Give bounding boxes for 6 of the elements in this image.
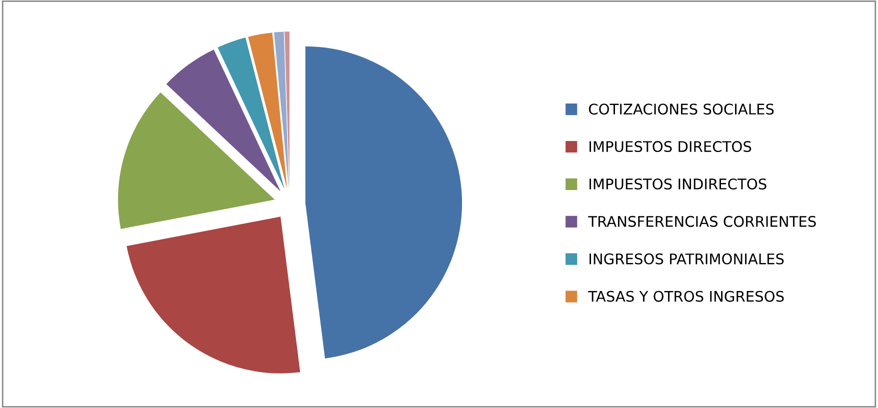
legend-label: INGRESOS PATRIMONIALES [590,253,784,264]
legend-label: TASAS Y OTROS INGRESOS [588,290,784,302]
legend-label: TRANSFERENCIAS CORRIENTES [588,216,816,227]
legend-label: IMPUESTOS INDIRECTOS [590,178,766,190]
legend-label: COTIZACIONES SOCIALES [588,104,774,115]
legend-label: IMPUESTOS DIRECTOS [590,141,752,152]
